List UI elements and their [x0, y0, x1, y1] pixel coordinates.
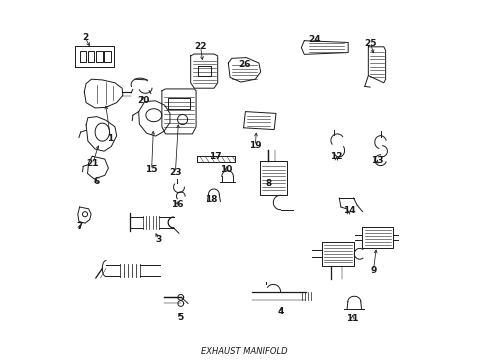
Text: 7: 7 — [76, 222, 82, 231]
Text: 6: 6 — [93, 177, 99, 186]
Text: 5: 5 — [177, 313, 183, 322]
Text: 14: 14 — [342, 206, 354, 215]
Text: 4: 4 — [278, 307, 284, 316]
Text: EXHAUST MANIFOLD: EXHAUST MANIFOLD — [201, 346, 287, 356]
Text: 8: 8 — [265, 179, 271, 188]
Text: 17: 17 — [209, 152, 222, 161]
Text: 22: 22 — [194, 42, 206, 51]
Text: 1: 1 — [107, 134, 114, 143]
Text: 13: 13 — [371, 156, 383, 165]
Text: 16: 16 — [170, 200, 183, 209]
Text: 21: 21 — [86, 159, 99, 168]
Text: 25: 25 — [364, 39, 376, 48]
Text: 15: 15 — [145, 165, 158, 174]
Text: 24: 24 — [308, 35, 320, 44]
Text: 9: 9 — [369, 266, 376, 275]
Text: 12: 12 — [330, 152, 342, 161]
Text: 10: 10 — [219, 165, 231, 174]
Text: 11: 11 — [346, 314, 358, 323]
Text: 19: 19 — [248, 141, 261, 150]
Text: 18: 18 — [204, 195, 217, 204]
Text: 3: 3 — [155, 235, 162, 244]
Text: 20: 20 — [137, 96, 149, 105]
Text: 23: 23 — [169, 168, 181, 177]
Text: 26: 26 — [238, 60, 250, 69]
Text: 2: 2 — [82, 33, 88, 42]
